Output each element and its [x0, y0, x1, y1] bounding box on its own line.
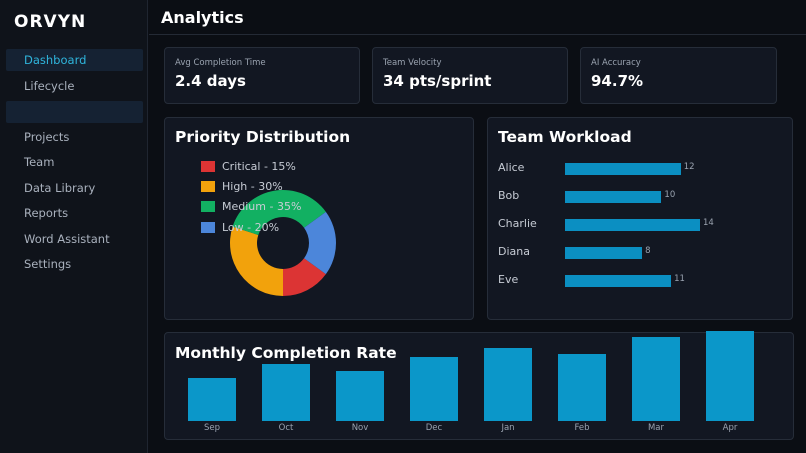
sidebar-item-projects[interactable]: Projects	[24, 130, 70, 144]
stat-label: Avg Completion Time	[175, 58, 266, 68]
legend-text: High - 30%	[222, 180, 283, 193]
priority-distribution-panel: Priority Distribution Critical - 15% Hig…	[164, 117, 474, 320]
legend-text: Low - 20%	[222, 221, 280, 234]
monthly-bar-oct	[262, 364, 310, 421]
priority-donut-chart	[229, 190, 336, 296]
stat-card-avg-completion: Avg Completion Time 2.4 days	[164, 47, 360, 104]
sidebar-item-dashboard[interactable]: Dashboard	[6, 49, 143, 71]
legend-text: Critical - 15%	[222, 160, 296, 173]
monthly-bar-dec	[410, 357, 458, 421]
brand-logo: ORVYN	[14, 12, 87, 32]
stat-label: Team Velocity	[383, 58, 442, 68]
legend-swatch	[201, 181, 215, 192]
donut-slice-medium	[232, 190, 326, 235]
workload-bar	[565, 191, 662, 203]
monthly-axis-label: Oct	[278, 423, 294, 433]
workload-name: Diana	[498, 245, 530, 258]
sidebar-item-blank[interactable]	[6, 101, 143, 123]
workload-value: 11	[674, 274, 685, 284]
stat-value: 34 pts/sprint	[383, 72, 492, 90]
monthly-bar-jan	[484, 347, 532, 421]
legend-swatch	[201, 161, 215, 172]
workload-value: 14	[703, 218, 714, 228]
sidebar-item-settings[interactable]: Settings	[24, 257, 72, 271]
workload-bar	[565, 275, 672, 287]
workload-name: Eve	[498, 273, 519, 286]
workload-value: 8	[645, 246, 651, 256]
header: Analytics	[149, 0, 806, 35]
sidebar-item-data-library[interactable]: Data Library	[24, 181, 96, 195]
stat-value: 94.7%	[591, 72, 644, 90]
workload-row-bob: Bob 10	[498, 189, 788, 205]
stat-value: 2.4 days	[175, 72, 246, 90]
monthly-bar-feb	[558, 354, 606, 421]
monthly-axis-label: Jan	[501, 423, 515, 433]
panel-title: Monthly Completion Rate	[175, 344, 397, 362]
workload-bar	[565, 247, 643, 259]
workload-value: 10	[664, 190, 676, 200]
monthly-completion-panel: Sep Oct Nov Dec Jan Feb Mar Apr Monthly Complet…	[164, 330, 794, 440]
workload-row-alice: Alice 12	[498, 161, 788, 177]
workload-bar	[565, 163, 681, 175]
monthly-axis-label: Feb	[574, 423, 590, 433]
monthly-bar-sep	[188, 377, 236, 421]
workload-name: Alice	[498, 161, 525, 174]
monthly-bar-nov	[336, 371, 384, 421]
sidebar-item-word-assistant[interactable]: Word Assistant	[24, 232, 110, 246]
stat-label: AI Accuracy	[591, 58, 641, 68]
sidebar-item-lifecycle[interactable]: Lifecycle	[24, 79, 75, 93]
monthly-axis-label: Apr	[722, 423, 738, 433]
sidebar-item-team[interactable]: Team	[24, 155, 55, 169]
page-title: Analytics	[161, 8, 244, 27]
workload-row-eve: Eve 11	[498, 273, 788, 289]
workload-name: Charlie	[498, 217, 537, 230]
workload-bar	[565, 219, 700, 231]
panel-title: Team Workload	[498, 128, 632, 146]
donut-slice-critical	[283, 258, 326, 296]
donut-slice-low	[304, 211, 336, 275]
workload-value: 12	[683, 162, 695, 172]
workload-row-diana: Diana 8	[498, 245, 788, 261]
monthly-axis-label: Sep	[203, 423, 221, 433]
workload-name: Bob	[498, 189, 520, 202]
monthly-axis-label: Nov	[351, 423, 369, 433]
team-workload-panel: Team Workload Alice 12 Bob 10 Charlie 14 Diana…	[487, 117, 793, 320]
legend-swatch	[201, 201, 215, 212]
panel-title: Priority Distribution	[175, 128, 351, 146]
donut-slice-high	[229, 226, 283, 296]
stat-card-ai-accuracy: AI Accuracy 94.7%	[580, 47, 777, 104]
workload-row-charlie: Charlie 14	[498, 217, 788, 233]
legend-text: Medium - 35%	[222, 200, 302, 213]
monthly-bar-mar	[632, 336, 680, 421]
monthly-axis-label: Mar	[647, 423, 665, 433]
sidebar-item-reports[interactable]: Reports	[24, 206, 69, 220]
stat-card-team-velocity: Team Velocity 34 pts/sprint	[372, 47, 568, 104]
legend-swatch	[201, 222, 215, 233]
monthly-axis-label: Dec	[425, 423, 443, 433]
monthly-bar-apr	[706, 330, 754, 421]
sidebar: ORVYN Dashboard Lifecycle Projects Team …	[0, 0, 148, 453]
